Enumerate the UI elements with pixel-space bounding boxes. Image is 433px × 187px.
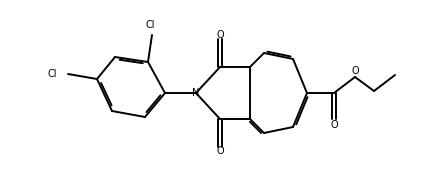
Text: N: N bbox=[192, 88, 200, 98]
Text: O: O bbox=[216, 30, 224, 40]
Text: O: O bbox=[330, 120, 338, 130]
Text: O: O bbox=[351, 66, 359, 76]
Text: O: O bbox=[216, 146, 224, 156]
Text: Cl: Cl bbox=[47, 69, 57, 79]
Text: Cl: Cl bbox=[145, 20, 155, 30]
